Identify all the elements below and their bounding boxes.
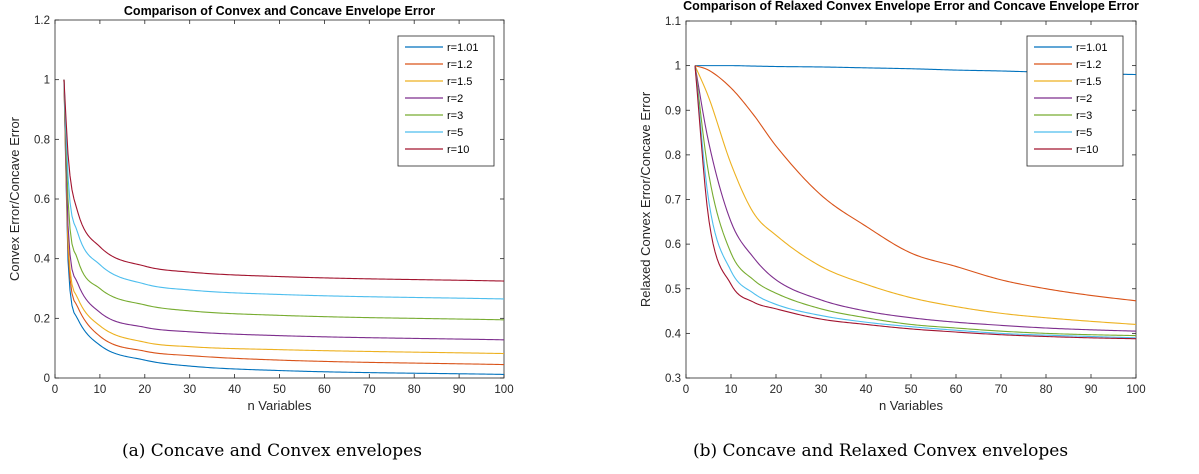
legend-label: r=2 xyxy=(1076,93,1092,105)
x-tick-label: 90 xyxy=(453,384,466,396)
legend-label: r=1.5 xyxy=(447,76,472,88)
legend-label: r=10 xyxy=(1076,144,1098,156)
series-line-r=2 xyxy=(694,65,1137,332)
x-tick-label: 10 xyxy=(725,384,738,396)
legend-label: r=1.01 xyxy=(1076,42,1108,54)
x-tick-label: 60 xyxy=(318,384,331,396)
chart-b: 0 10 20 30 40 50 60 70 80 90 100 0.3 0.4 0.5 0.6 0.7 0.8… xyxy=(638,0,1146,413)
x-tick-label: 50 xyxy=(273,384,286,396)
y-tick-label: 1 xyxy=(675,61,681,73)
x-tick-label: 30 xyxy=(183,384,196,396)
series-line-r=1.01 xyxy=(63,79,505,375)
x-tick-label: 90 xyxy=(1085,384,1098,396)
y-tick-label: 1 xyxy=(44,75,50,87)
legend-label: r=2 xyxy=(447,93,463,105)
y-tick-label: 0 xyxy=(44,373,50,385)
legend-label: r=3 xyxy=(447,110,463,122)
x-tick-label: 60 xyxy=(950,384,963,396)
y-tick-label: 0.5 xyxy=(665,284,681,296)
series-line-r=1.5 xyxy=(63,79,505,355)
x-tick-label: 30 xyxy=(815,384,828,396)
x-axis-label: n Variables xyxy=(879,398,944,413)
y-axis-label: Convex Error/Concave Error xyxy=(7,116,22,281)
y-tick-label: 0.6 xyxy=(665,239,681,251)
series-line-r=3 xyxy=(694,65,1137,337)
x-tick-label: 40 xyxy=(860,384,873,396)
chart-title: Comparison of Convex and Concave Envelop… xyxy=(124,4,435,18)
series-line-r=1.5 xyxy=(694,65,1137,325)
y-tick-label: 0.8 xyxy=(665,150,681,162)
legend-label: r=5 xyxy=(1076,127,1092,139)
x-tick-label: 0 xyxy=(683,384,689,396)
series-line-r=10 xyxy=(63,79,505,282)
series-line-r=5 xyxy=(694,65,1137,339)
y-tick-label: 0.4 xyxy=(34,254,51,266)
x-tick-label: 80 xyxy=(1040,384,1053,396)
x-tick-label: 100 xyxy=(494,384,513,396)
y-axis-label: Relaxed Convex Error/Concave Error xyxy=(638,91,653,307)
y-tick-label: 0.2 xyxy=(34,313,50,325)
y-tick-label: 1.1 xyxy=(665,16,681,28)
legend-label: r=1.01 xyxy=(447,42,479,54)
x-tick-label: 80 xyxy=(408,384,421,396)
y-tick-label: 0.9 xyxy=(665,105,681,117)
x-tick-label: 40 xyxy=(228,384,241,396)
legend-label: r=1.2 xyxy=(1076,59,1101,71)
legend: r=1.01 r=1.2 r=1.5 r=2 r=3 r=5 r=10 xyxy=(397,35,495,167)
series-line-r=10 xyxy=(694,65,1137,340)
caption-b: (b) Concave and Relaxed Convex envelopes xyxy=(693,441,1069,461)
chart-a: 0 10 20 30 40 50 60 70 80 90 100 0 0.2 0.4 0.6 0.8 1 1.2 C… xyxy=(7,4,514,413)
x-tick-label: 100 xyxy=(1126,384,1145,396)
legend-label: r=5 xyxy=(447,127,463,139)
x-tick-label: 0 xyxy=(52,384,58,396)
x-axis-label: n Variables xyxy=(247,398,312,413)
x-tick-label: 20 xyxy=(138,384,151,396)
x-tick-label: 10 xyxy=(94,384,107,396)
series-line-r=1.2 xyxy=(63,79,505,366)
y-tick-label: 0.3 xyxy=(665,373,681,385)
legend-label: r=10 xyxy=(447,144,469,156)
legend-label: r=1.2 xyxy=(447,59,472,71)
series-line-r=3 xyxy=(63,79,505,321)
y-tick-label: 0.8 xyxy=(34,134,50,146)
x-tick-label: 50 xyxy=(905,384,918,396)
legend-box xyxy=(1026,35,1124,167)
y-tick-label: 0.6 xyxy=(34,194,50,206)
x-tick-label: 70 xyxy=(363,384,376,396)
legend: r=1.01 r=1.2 r=1.5 r=2 r=3 r=5 r=10 xyxy=(1026,35,1124,167)
chart-title: Comparison of Relaxed Convex Envelope Er… xyxy=(683,0,1139,13)
y-tick-label: 0.7 xyxy=(665,195,681,207)
caption-a: (a) Concave and Convex envelopes xyxy=(122,441,422,461)
y-tick-label: 1.2 xyxy=(34,15,50,27)
x-tick-label: 20 xyxy=(770,384,783,396)
series-line-r=5 xyxy=(63,79,505,300)
legend-label: r=3 xyxy=(1076,110,1092,122)
x-tick-label: 70 xyxy=(995,384,1008,396)
legend-label: r=1.5 xyxy=(1076,76,1101,88)
series-line-r=2 xyxy=(63,79,505,341)
legend-box xyxy=(397,35,495,167)
y-tick-label: 0.4 xyxy=(665,328,682,340)
series-line-r=1.2 xyxy=(694,65,1137,302)
